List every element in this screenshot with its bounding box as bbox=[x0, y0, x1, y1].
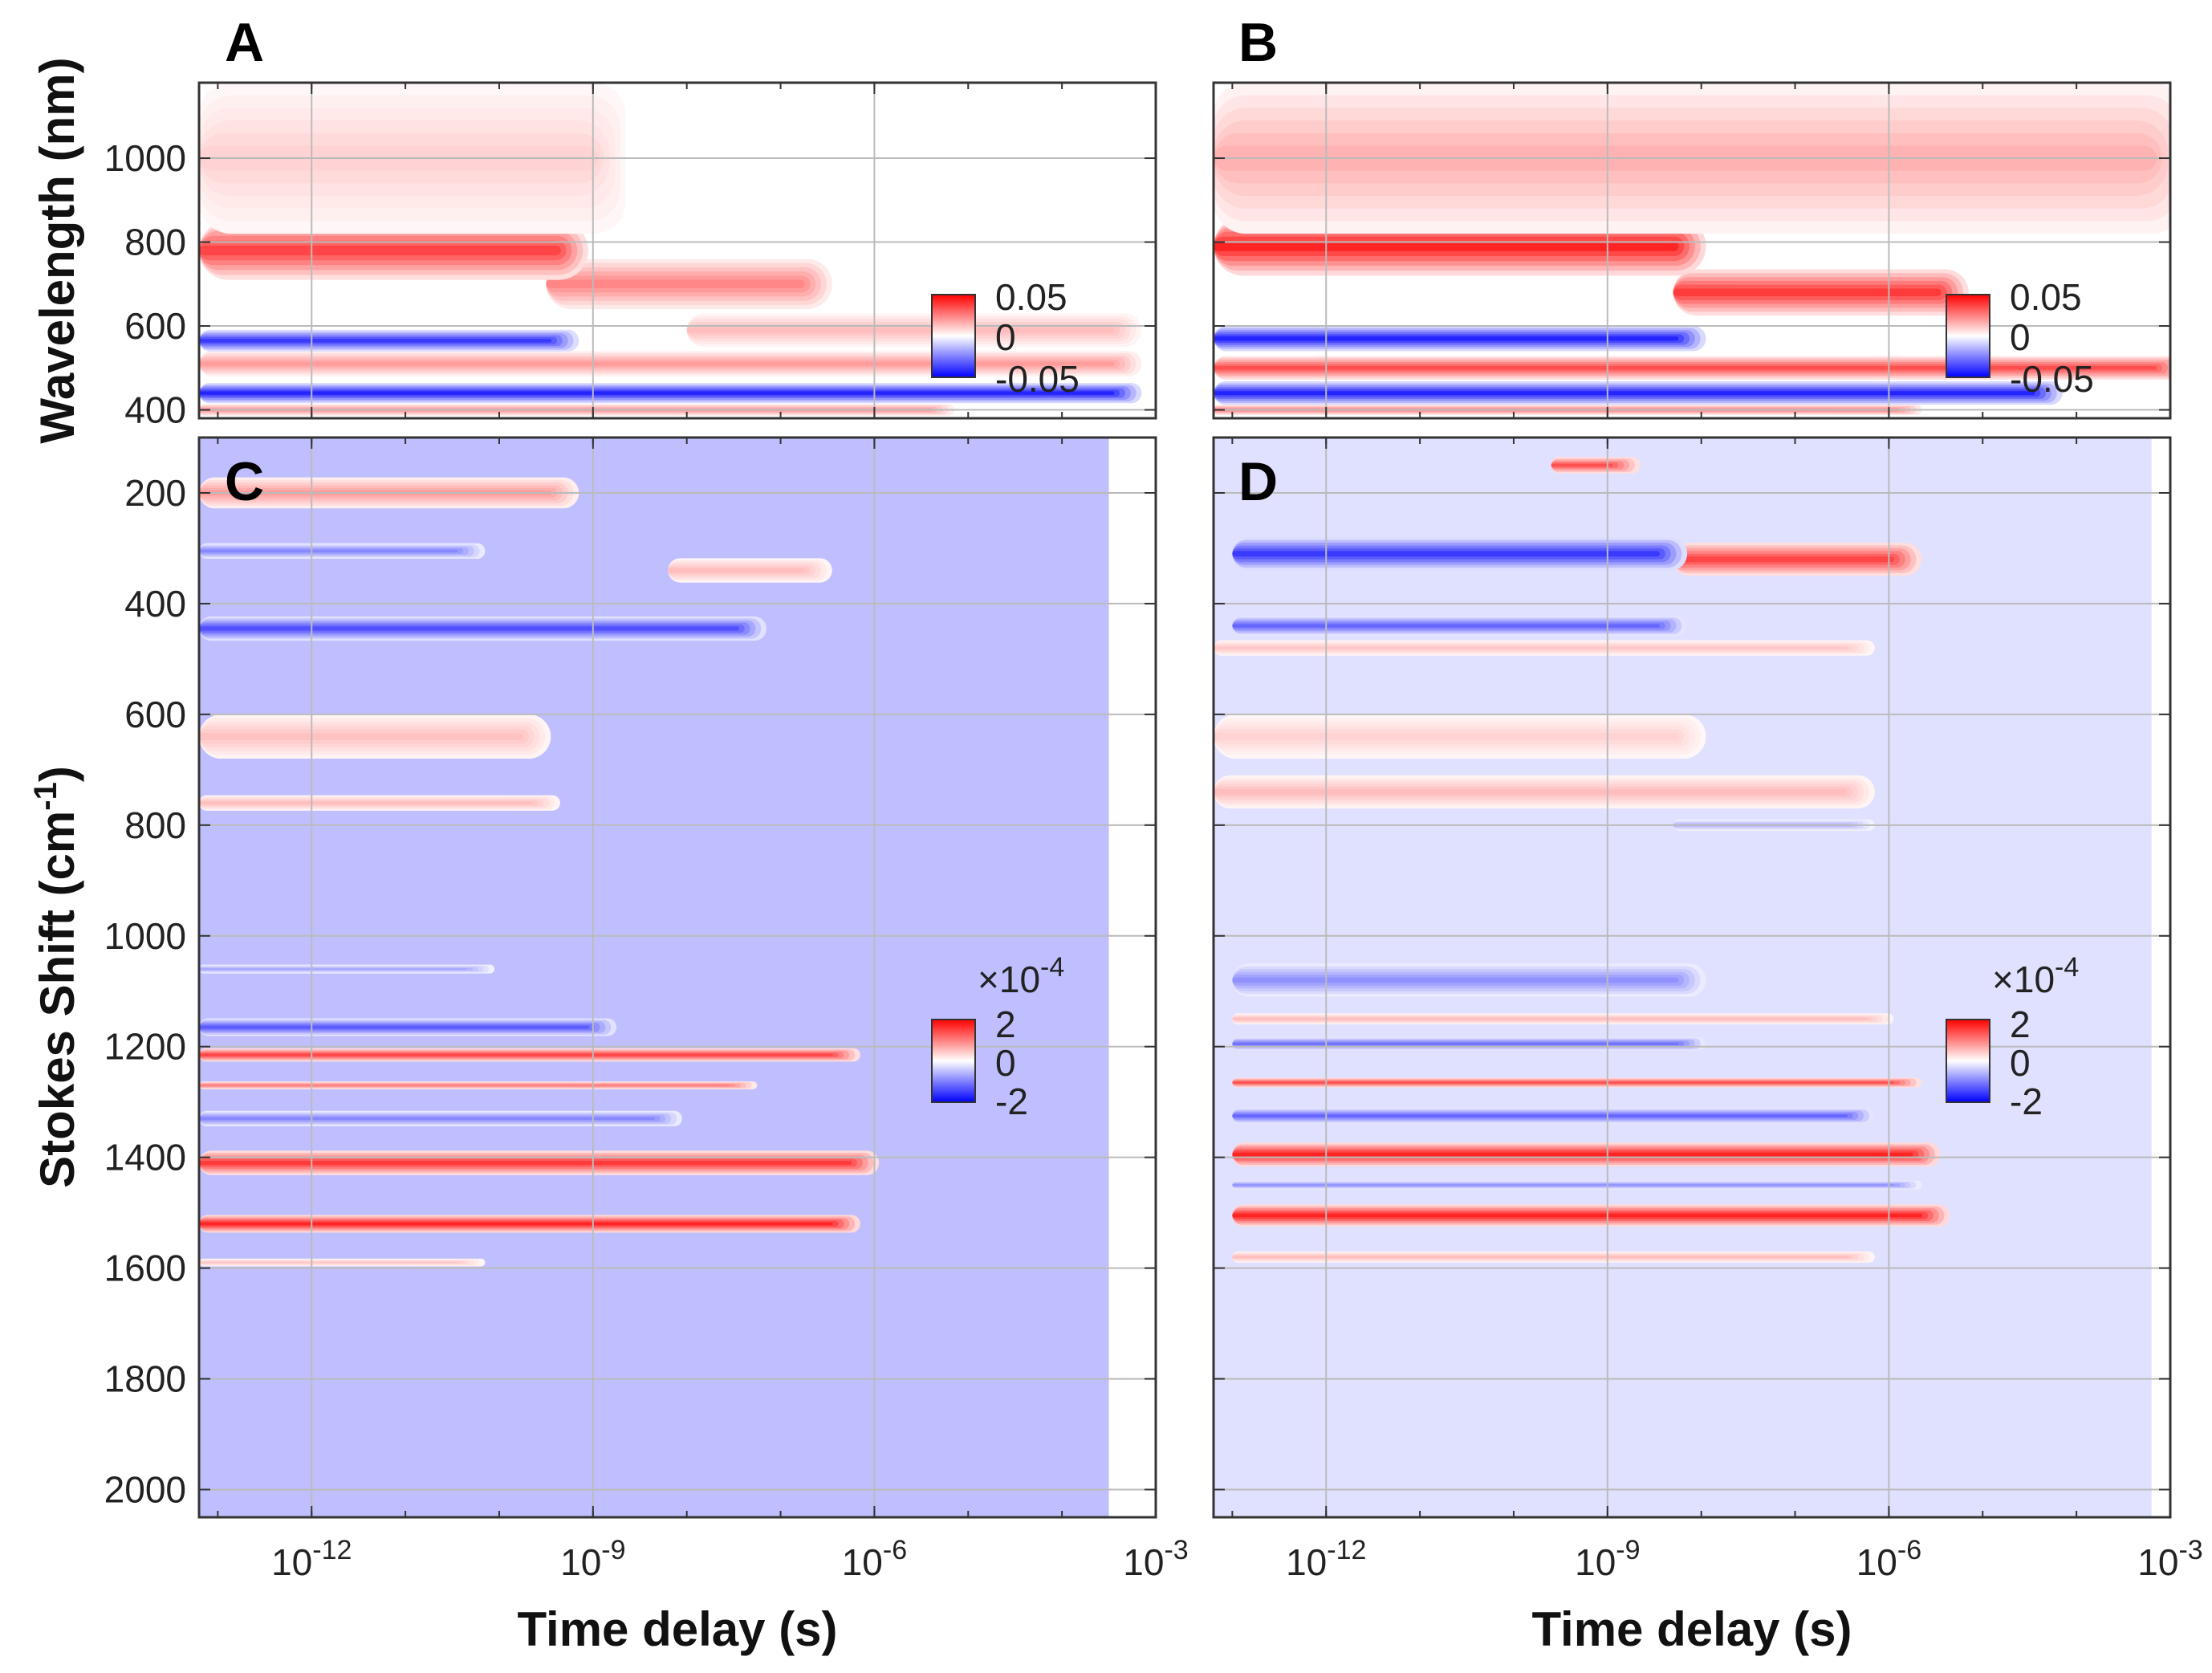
y-axis-label-top: Wavelength (nm) bbox=[30, 57, 84, 443]
panel-c-band bbox=[199, 714, 551, 759]
colorbar-c-tick-zero: 0 bbox=[995, 1042, 1016, 1084]
panel-c-band bbox=[199, 1258, 486, 1267]
panel-b-band bbox=[1673, 269, 1969, 315]
panel-d-band bbox=[1232, 1013, 1894, 1025]
panel-a-frame bbox=[197, 81, 1157, 420]
y-tick-label: 600 bbox=[124, 305, 186, 347]
colorbar-a-tick-max: 0.05 bbox=[995, 276, 1067, 318]
panel-letter-b: B bbox=[1238, 12, 1278, 73]
panel-letter-c: C bbox=[225, 451, 264, 512]
colorbar-a-tick-zero: 0 bbox=[995, 316, 1016, 358]
panel-b-band bbox=[1214, 326, 1706, 352]
panel-d-frame bbox=[1212, 436, 2172, 1519]
y-tick-label: 1200 bbox=[104, 1026, 186, 1068]
panel-a-band bbox=[199, 351, 1142, 377]
panel-a-band bbox=[199, 383, 1142, 404]
panel-c-background-wash bbox=[199, 438, 1109, 1517]
panel-c-band bbox=[199, 1081, 758, 1089]
colorbar-b: 0.05 0 -0.05 bbox=[1946, 276, 2094, 400]
x-tick-label: 10-6 bbox=[1856, 1535, 1921, 1583]
panel-c-band bbox=[199, 1215, 860, 1233]
colorbar-b-tick-zero: 0 bbox=[2010, 316, 2031, 358]
y-tick-label: 1600 bbox=[104, 1248, 186, 1289]
colorbar-d-tick-max: 2 bbox=[2010, 1003, 2031, 1045]
axes-frames bbox=[197, 81, 2172, 1519]
colorbar-c-multiplier: ×10-4 bbox=[978, 952, 1064, 1000]
panel-a-band bbox=[199, 221, 588, 280]
panel-letter-d: D bbox=[1238, 451, 1278, 512]
colorbar-d-tick-zero: 0 bbox=[2010, 1042, 2031, 1084]
panel-d-band bbox=[1232, 1142, 1941, 1167]
panel-a-heatmap bbox=[199, 83, 1156, 418]
panel-c-band bbox=[199, 616, 767, 641]
panel-d-band bbox=[1673, 543, 1922, 576]
colorbar-b-tick-min: -0.05 bbox=[2010, 358, 2094, 400]
x-tick-label: 10-3 bbox=[2137, 1535, 2202, 1583]
y-tick-label: 800 bbox=[124, 222, 186, 263]
x-tick-label: 10-6 bbox=[842, 1535, 907, 1583]
panel-d-band bbox=[1551, 457, 1641, 474]
panel-d-band bbox=[1232, 1251, 1875, 1263]
y-tick-label: 400 bbox=[124, 389, 186, 431]
x-axis-label-left: Time delay (s) bbox=[517, 1602, 837, 1656]
x-tick-label: 10-3 bbox=[1123, 1535, 1188, 1583]
y-tick-label: 1800 bbox=[104, 1358, 186, 1400]
colorbar-d-tick-min: -2 bbox=[2010, 1081, 2043, 1122]
y-tick-label: 2000 bbox=[104, 1469, 186, 1511]
y-tick-label: 800 bbox=[124, 804, 186, 846]
y-tick-label: 1000 bbox=[104, 915, 186, 957]
panel-c-band bbox=[199, 1048, 860, 1062]
panel-d-band bbox=[1232, 1077, 1922, 1088]
panel-a-band bbox=[686, 313, 1142, 348]
panel-d-band bbox=[1232, 1204, 1950, 1227]
axis-ticks: 4006008001000200400600800100012001400160… bbox=[104, 83, 2203, 1583]
y-tick-label: 1000 bbox=[104, 137, 186, 179]
colorbar-c-tick-min: -2 bbox=[995, 1081, 1028, 1122]
panel-c-band bbox=[199, 543, 486, 560]
panel-c-frame bbox=[197, 436, 1157, 1519]
panel-a-band bbox=[199, 329, 579, 352]
y-axis-label-bottom: Stokes Shift (cm-1) bbox=[28, 766, 84, 1188]
panel-d-heatmap bbox=[1214, 438, 2170, 1517]
panel-c-band bbox=[668, 558, 832, 583]
y-tick-label: 600 bbox=[124, 694, 186, 735]
x-tick-label: 10-12 bbox=[1286, 1535, 1366, 1583]
colorbar-a: 0.05 0 -0.05 bbox=[931, 276, 1080, 400]
x-tick-label: 10-12 bbox=[271, 1535, 352, 1583]
colorbar-b-tick-max: 0.05 bbox=[2010, 276, 2082, 318]
panel-a-band bbox=[546, 258, 832, 310]
colorbar-a-tick-min: -0.05 bbox=[995, 358, 1080, 400]
panel-b-band bbox=[1214, 356, 2170, 380]
panel-d-band bbox=[1214, 714, 1706, 759]
panel-d-band bbox=[1214, 640, 1875, 656]
colorbar-c-tick-max: 2 bbox=[995, 1003, 1016, 1045]
panel-letter-a: A bbox=[225, 12, 264, 73]
panel-d-band bbox=[1214, 775, 1875, 809]
panel-c-band bbox=[199, 1018, 617, 1036]
panel-d-band bbox=[1232, 1036, 1706, 1051]
panel-d-band bbox=[1232, 616, 1688, 636]
colorbar-c: ×10-4 2 0 -2 bbox=[931, 952, 1064, 1122]
panel-d-band bbox=[1232, 963, 1706, 997]
x-tick-label: 10-9 bbox=[560, 1535, 625, 1583]
y-tick-label: 400 bbox=[124, 583, 186, 625]
gridlines bbox=[199, 83, 2170, 1517]
panel-c-band bbox=[199, 1150, 880, 1175]
panel-c-band bbox=[199, 795, 560, 811]
panel-c-heatmap bbox=[199, 438, 1156, 1517]
panel-b-band bbox=[1214, 381, 2063, 405]
x-tick-label: 10-9 bbox=[1575, 1535, 1640, 1583]
panel-c-band bbox=[199, 1110, 682, 1127]
panel-b-frame bbox=[1212, 81, 2172, 420]
panel-d-band bbox=[1232, 537, 1688, 571]
colorbar-d-multiplier: ×10-4 bbox=[1992, 952, 2079, 1000]
x-axis-label-right: Time delay (s) bbox=[1531, 1602, 1852, 1656]
panel-c-band bbox=[199, 964, 495, 974]
panel-d-band bbox=[1232, 1108, 1875, 1124]
y-tick-label: 200 bbox=[124, 472, 186, 514]
y-tick-label: 1400 bbox=[104, 1137, 186, 1178]
colorbar-d: ×10-4 2 0 -2 bbox=[1946, 952, 2079, 1122]
panel-d-band bbox=[1232, 1180, 1922, 1190]
